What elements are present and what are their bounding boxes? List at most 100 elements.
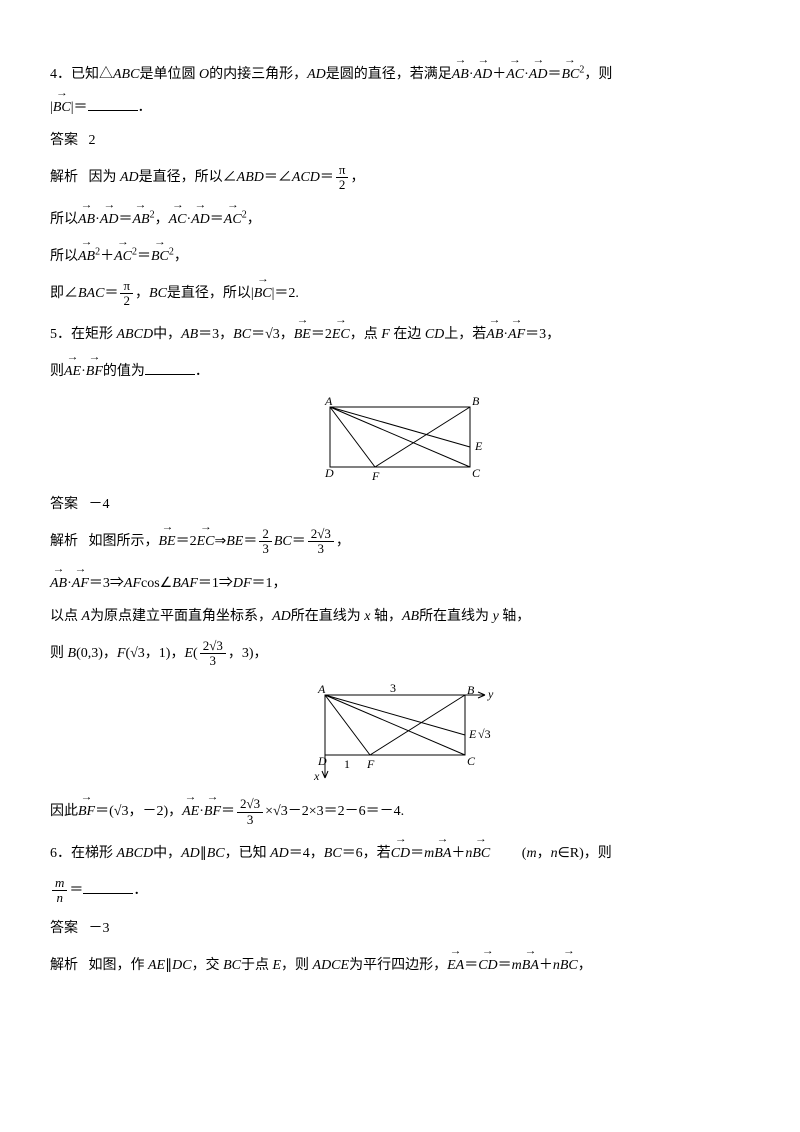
text: 即∠ — [50, 286, 78, 301]
text: ，3)， — [228, 646, 268, 661]
vector: AD — [100, 205, 119, 230]
q4-sol-2: 所以AB·AD＝AB2，AC·AD＝AC2， — [50, 205, 750, 230]
label-F: F — [371, 469, 380, 482]
label-D: D — [317, 754, 327, 768]
label-sqrt3: √3 — [478, 727, 491, 741]
label-A: A — [317, 682, 326, 696]
op: ＝ — [221, 804, 235, 819]
vector: BE — [159, 527, 176, 552]
vector: AB — [78, 242, 95, 267]
text: √3 — [265, 327, 280, 342]
text: ． — [138, 100, 152, 115]
numerator: π — [336, 163, 349, 178]
vector: CD — [478, 951, 497, 976]
var: AE — [148, 958, 165, 973]
text: ， — [135, 286, 149, 301]
text: 如图，作 — [89, 958, 149, 973]
fraction: π2 — [336, 163, 349, 193]
text: 所以 — [50, 212, 78, 227]
rectangle-diagram-1: A B C D E F — [310, 392, 490, 482]
text: ，交 — [192, 958, 224, 973]
blank-fill — [83, 880, 133, 894]
text: ＝(√3，－2)， — [95, 804, 182, 819]
label-y: y — [487, 687, 494, 701]
var: BC — [233, 327, 251, 342]
q5-sol-4: 则 B(0,3)，F(√3，1)，E(2√33，3)， — [50, 639, 750, 669]
text: ，则 — [584, 67, 612, 82]
op: ＋ — [492, 67, 506, 82]
text: ＝4， — [289, 846, 324, 861]
q5-sol-5: 因此BF＝(√3，－2)，AE·BF＝2√33×√3－2×3＝2－6＝－4. — [50, 797, 750, 827]
var: AD — [270, 846, 289, 861]
op: ＝ — [498, 958, 512, 973]
denominator: n — [52, 891, 67, 905]
op: ＋ — [539, 958, 553, 973]
op: ＝ — [176, 534, 190, 549]
text: 是直径，所以| — [167, 286, 254, 301]
vector: BC — [561, 60, 579, 85]
q6-problem-line2: mn＝． — [50, 876, 750, 906]
text: 因为 — [89, 170, 121, 185]
numerator: m — [52, 876, 67, 891]
vector: AB — [50, 569, 67, 594]
text: ＝3⇒ — [89, 576, 124, 591]
q6-problem: 6．在梯形 ABCD中，AD∥BC，已知 AD＝4，BC＝6，若CD＝mBA＋n… — [50, 839, 750, 864]
q6-sol-1: 解析 如图，作 AE∥DC，交 BC于点 E，则 ADCE为平行四边形，EA＝C… — [50, 951, 750, 976]
var: AD — [307, 67, 326, 82]
text: 轴， — [370, 609, 402, 624]
op: ＝ — [210, 212, 224, 227]
var: ABCD — [117, 846, 154, 861]
q6-answer: 答案 －3 — [50, 918, 750, 939]
var: BC — [223, 958, 241, 973]
numerator: 2√3 — [200, 639, 226, 654]
text: ，则 — [281, 958, 313, 973]
text: ＝1⇒ — [198, 576, 233, 591]
fraction: 2√33 — [237, 797, 263, 827]
text: 中， — [153, 327, 181, 342]
text: ＝3， — [525, 327, 560, 342]
op: ＝ — [410, 846, 424, 861]
solution-label: 解析 — [50, 958, 78, 973]
denominator: 3 — [259, 542, 272, 556]
fraction: π2 — [120, 279, 133, 309]
label-B: B — [472, 394, 480, 408]
fraction: 23 — [259, 527, 272, 557]
vector: AF — [72, 569, 89, 594]
text: 所在直线为 — [291, 609, 365, 624]
var: n — [553, 958, 560, 973]
text: 6．在梯形 — [50, 846, 117, 861]
answer-label: 答案 — [50, 921, 78, 936]
op: ＝ — [547, 67, 561, 82]
var: m — [424, 846, 434, 861]
vector: EC — [197, 527, 215, 552]
text: 所以 — [50, 249, 78, 264]
var: A — [82, 609, 91, 624]
text: 的值为 — [103, 364, 145, 379]
var: CD — [425, 327, 444, 342]
var: BC — [207, 846, 225, 861]
text: 5．在矩形 — [50, 327, 117, 342]
var: m — [512, 958, 522, 973]
text: ×√3－2×3＝2－6＝－4. — [265, 804, 404, 819]
vector: AD — [474, 60, 493, 85]
var: AD — [181, 846, 200, 861]
text: 则 — [50, 364, 64, 379]
text: ＝∠ — [264, 170, 292, 185]
q5-sol-1: 解析 如图所示，BE＝2EC⇒BE＝23BC＝2√33， — [50, 527, 750, 557]
op: ＝ — [243, 534, 257, 549]
vector: BA — [522, 951, 539, 976]
fraction: mn — [52, 876, 67, 906]
label-C: C — [472, 466, 481, 480]
op: ＝ — [118, 212, 132, 227]
text: ， — [537, 846, 551, 861]
vector: BC — [472, 839, 490, 864]
blank-fill — [145, 361, 195, 375]
text: 是单位圆 — [139, 67, 199, 82]
label-A: A — [324, 394, 333, 408]
op: ＝ — [464, 958, 478, 973]
text: ＝ — [74, 100, 88, 115]
text: ． — [195, 364, 209, 379]
q5-sol-3: 以点 A为原点建立平面直角坐标系，AD所在直线为 x 轴，AB所在直线为 y 轴… — [50, 606, 750, 627]
label-D: D — [324, 466, 334, 480]
var: AB — [402, 609, 419, 624]
